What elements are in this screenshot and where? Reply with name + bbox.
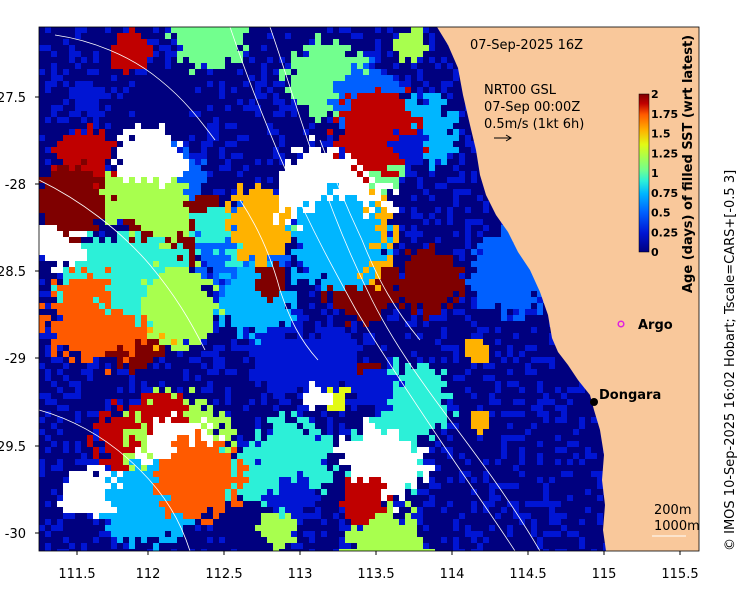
credit-text: © IMOS 10-Sep-2025 16:02 Hobart; Tscale=… <box>723 170 738 551</box>
x-axis: 111.5 112 112.5 113 113.5 114 114.5 115 115.5 <box>58 551 699 582</box>
colorbar-tick-label: 2 <box>651 88 659 101</box>
colorbar: 2 1.75 1.5 1.25 1 0.75 0.5 0.25 0 Age (days) of … <box>638 35 696 293</box>
y-tick-label: -29.5 <box>0 440 26 455</box>
x-tick-label: 113.5 <box>357 567 394 582</box>
colorbar-gradient <box>638 93 650 253</box>
y-tick-label: -27.5 <box>0 91 26 106</box>
y-axis: -27.5 -28 -28.5 -29 -29.5 -30 <box>0 91 39 542</box>
dongara-marker-icon <box>590 398 598 406</box>
colorbar-title: Age (days) of filled SST (wrt latest) <box>681 35 696 293</box>
contour-label-200m: 200m <box>654 503 691 518</box>
x-tick-label: 114 <box>440 567 465 582</box>
y-tick-label: -28 <box>5 178 26 193</box>
place-dongara: Dongara <box>590 388 661 406</box>
argo-label: Argo <box>638 318 673 333</box>
x-tick-label: 114.5 <box>509 567 546 582</box>
product-line-1: NRT00 GSL <box>484 83 557 98</box>
x-tick-label: 112.5 <box>205 567 242 582</box>
argo-marker-icon <box>617 320 625 328</box>
current-scale-arrow <box>494 134 512 142</box>
colorbar-tick-label: 1 <box>651 167 659 180</box>
product-line-3: 0.5m/s (1kt 6h) <box>484 117 584 132</box>
colorbar-tick-label: 0.25 <box>651 226 678 239</box>
timestamp-label: 07-Sep-2025 16Z <box>470 38 583 53</box>
colorbar-tick-label: 0.5 <box>651 207 671 220</box>
colorbar-tick-label: 1.5 <box>651 128 671 141</box>
x-tick-label: 115 <box>592 567 617 582</box>
y-tick-label: -29 <box>5 352 26 367</box>
plot-frame <box>38 26 700 552</box>
product-line-2: 07-Sep 00:00Z <box>484 100 580 115</box>
x-tick-label: 112 <box>136 567 161 582</box>
y-tick-label: -28.5 <box>0 265 26 280</box>
land-mass <box>437 27 699 551</box>
colorbar-tick-label: 0 <box>651 246 659 259</box>
place-argo: Argo <box>617 318 673 333</box>
bathymetry-contours <box>39 27 541 551</box>
x-tick-label: 115.5 <box>661 567 698 582</box>
colorbar-tick-label: 0.75 <box>651 187 678 200</box>
colorbar-tick-label: 1.25 <box>651 147 678 160</box>
contour-label-1000m: 1000m <box>654 519 700 534</box>
colorbar-tick-label: 1.75 <box>651 108 678 121</box>
x-tick-label: 113 <box>288 567 313 582</box>
x-tick-label: 111.5 <box>58 567 95 582</box>
y-tick-label: -30 <box>5 527 26 542</box>
dongara-label: Dongara <box>599 388 661 403</box>
